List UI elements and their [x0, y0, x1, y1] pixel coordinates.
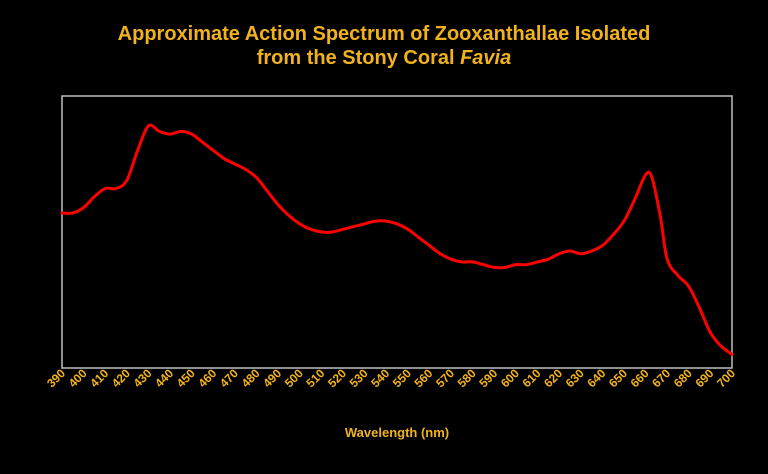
series-line-0	[60, 123, 734, 356]
x-tick-label-480: 480	[239, 366, 263, 390]
x-tick-label-500: 500	[282, 366, 306, 390]
chart-title-line-2-text: from the Stony Coral	[256, 47, 461, 69]
x-tick-label-460: 460	[195, 366, 219, 390]
chart-title-genus: Favia	[460, 47, 512, 69]
x-tick-label-560: 560	[411, 366, 435, 390]
x-tick-label-470: 470	[217, 366, 241, 390]
x-tick-label-690: 690	[692, 366, 716, 390]
x-tick-label-430: 430	[131, 366, 155, 390]
chart-title-line-1: Approximate Action Spectrum of Zooxantha…	[117, 23, 651, 45]
chart-title: Approximate Action Spectrum of Zooxantha…	[0, 22, 768, 70]
x-tick-label-650: 650	[606, 366, 630, 390]
x-tick-label-540: 540	[368, 366, 392, 390]
x-tick-label-680: 680	[671, 366, 695, 390]
x-tick-label-510: 510	[303, 366, 327, 390]
x-tick-label-630: 630	[563, 366, 587, 390]
x-tick-label-610: 610	[520, 366, 544, 390]
x-tick-label-450: 450	[174, 366, 198, 390]
chart-title-line-2: from the Stony Coral Favia	[0, 46, 768, 70]
x-tick-label-550: 550	[390, 366, 414, 390]
x-tick-label-490: 490	[260, 366, 284, 390]
x-tick-label-390: 390	[44, 366, 68, 390]
x-axis-title: Wavelength (nm)	[345, 425, 449, 440]
x-tick-label-640: 640	[584, 366, 608, 390]
x-axis-tick-labels: 3904004104204304404504604704804905005105…	[44, 366, 738, 390]
plot-area	[61, 95, 733, 369]
x-tick-label-660: 660	[628, 366, 652, 390]
x-tick-label-410: 410	[87, 366, 111, 390]
x-tick-label-580: 580	[455, 366, 479, 390]
x-tick-label-440: 440	[152, 366, 176, 390]
x-tick-label-400: 400	[66, 366, 90, 390]
x-tick-label-600: 600	[498, 366, 522, 390]
x-tick-label-590: 590	[476, 366, 500, 390]
x-tick-label-530: 530	[347, 366, 371, 390]
x-tick-label-570: 570	[433, 366, 457, 390]
x-tick-label-620: 620	[541, 366, 565, 390]
x-tick-label-670: 670	[649, 366, 673, 390]
x-tick-label-700: 700	[714, 366, 738, 390]
x-tick-label-420: 420	[109, 366, 133, 390]
series-layer	[60, 123, 734, 356]
x-tick-label-520: 520	[325, 366, 349, 390]
